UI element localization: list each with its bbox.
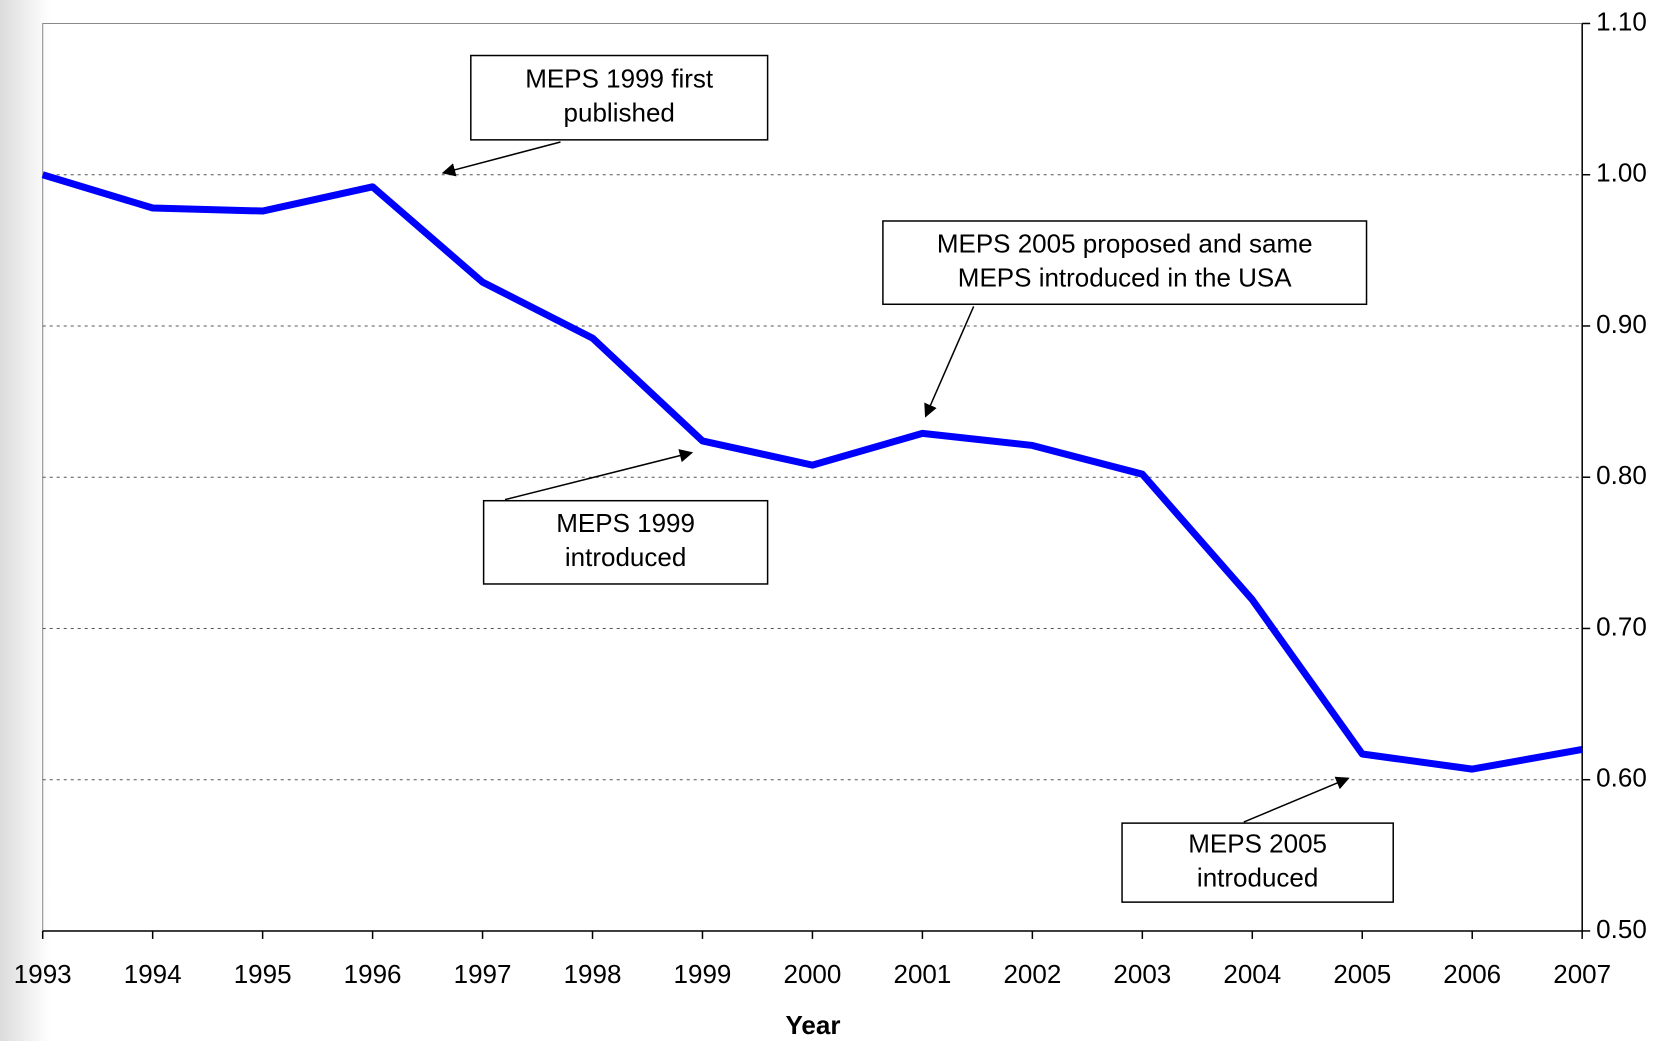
x-tick-label: 1995 xyxy=(234,959,292,989)
y-tick-label: 1.00 xyxy=(1596,158,1647,188)
x-tick-label: 1996 xyxy=(344,959,402,989)
x-tick-label: 2006 xyxy=(1443,959,1501,989)
annotation-box xyxy=(482,499,769,585)
annotation-arrow xyxy=(441,141,561,177)
x-axis-label: Year xyxy=(786,1010,841,1040)
x-tick-label: 1998 xyxy=(564,959,622,989)
x-tick-label: 1994 xyxy=(124,959,182,989)
x-tick-label: 2000 xyxy=(784,959,842,989)
annotation-text: introduced xyxy=(565,542,686,572)
annotation-text: MEPS 1999 xyxy=(556,508,695,538)
x-tick-label: 2001 xyxy=(893,959,951,989)
annotation-text: MEPS 2005 proposed and same xyxy=(937,229,1313,259)
annotation-text: MEPS introduced in the USA xyxy=(958,263,1292,293)
annotation-arrow xyxy=(504,449,694,501)
annotation-box xyxy=(882,220,1368,306)
series-line xyxy=(41,171,1583,773)
x-tick-label: 2003 xyxy=(1113,959,1171,989)
y-tick-label: 0.50 xyxy=(1596,914,1647,944)
x-tick-label: 2002 xyxy=(1003,959,1061,989)
x-tick-label: 2005 xyxy=(1333,959,1391,989)
y-tick-label: 0.70 xyxy=(1596,611,1647,641)
annotation-box xyxy=(470,54,769,141)
annotation-arrow xyxy=(1243,776,1350,823)
y-tick-label: 0.90 xyxy=(1596,309,1647,339)
annotation-text: introduced xyxy=(1197,862,1318,892)
y-tick-label: 1.10 xyxy=(1596,6,1647,36)
x-tick-label: 2004 xyxy=(1223,959,1281,989)
x-tick-label: 2007 xyxy=(1553,959,1611,989)
annotation-arrow xyxy=(924,306,975,418)
x-tick-label: 1999 xyxy=(674,959,732,989)
y-tick-label: 0.60 xyxy=(1596,763,1647,793)
x-tick-label: 1993 xyxy=(14,959,72,989)
annotation-text: MEPS 2005 xyxy=(1188,828,1327,858)
annotation-text: MEPS 1999 first xyxy=(525,64,714,94)
annotation-text: published xyxy=(564,98,675,128)
y-tick-label: 0.80 xyxy=(1596,460,1647,490)
x-tick-label: 1997 xyxy=(454,959,512,989)
annotation-box xyxy=(1121,822,1394,903)
